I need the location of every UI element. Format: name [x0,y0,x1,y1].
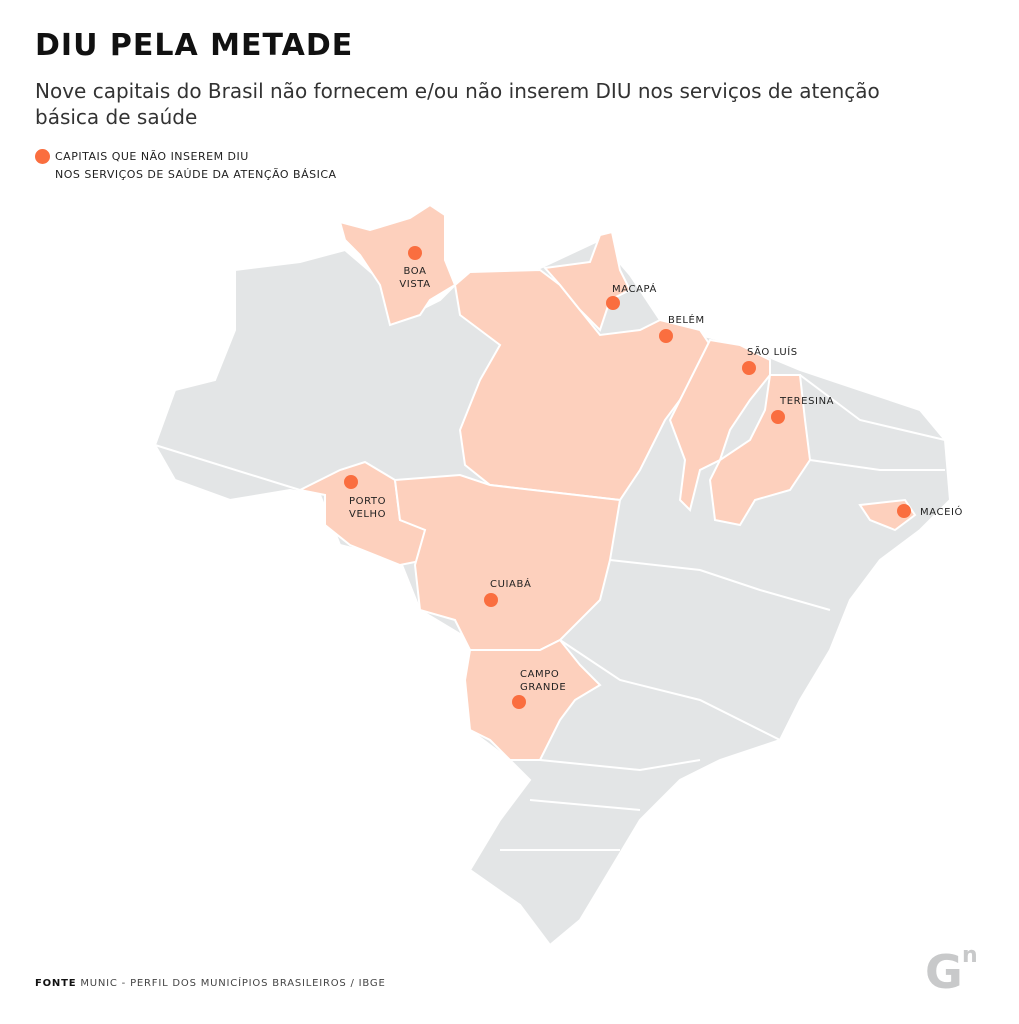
city-label: MACAPÁ [612,282,657,295]
city-dot [897,504,911,518]
state [543,230,632,332]
logo: G n [925,943,978,999]
state-border [529,799,641,811]
state-border [799,374,946,441]
city-label: TERESINA [779,396,834,407]
state-border [609,559,831,611]
city-dot [408,246,422,260]
source-text: MUNIC - PERFIL DOS MUNICÍPIOS BRASILEIRO… [80,978,386,989]
state-border [539,759,701,772]
state [338,203,457,327]
city-label: PORTO [349,496,386,507]
source: FONTE MUNIC - PERFIL DOS MUNICÍPIOS BRAS… [35,978,386,989]
state-border [809,459,945,471]
city-label: GRANDE [520,682,566,693]
logo-text: G [925,945,963,999]
legend: CAPITAIS QUE NÃO INSEREM DIU NOS SERVIÇO… [35,148,337,184]
city-label: VISTA [399,279,430,290]
city-label: CUIABÁ [490,577,531,590]
city-label: VELHO [349,509,386,520]
city-dot [484,593,498,607]
city-label: BELÉM [668,313,705,326]
city-dot [606,296,620,310]
state [463,638,602,761]
city-dot [344,475,358,489]
state [668,338,771,512]
city-label: CAMPO [520,669,559,680]
city-dot [771,410,785,424]
city-label: BOA [403,266,426,277]
legend-dot [35,149,50,164]
state [708,374,812,527]
subtitle: Nove capitais do Brasil não fornecem e/o… [35,79,880,129]
source-label: FONTE [35,978,77,989]
legend-text: CAPITAIS QUE NÃO INSEREM DIU [55,150,249,163]
city-label: SÃO LUÍS [747,345,798,358]
legend-text: NOS SERVIÇOS DE SAÚDE DA ATENÇÃO BÁSICA [55,168,337,181]
title: DIU PELA METADE [35,28,354,63]
city-dot [742,361,756,375]
state-border [559,639,781,741]
logo-text: n [962,943,978,968]
city-dot [659,329,673,343]
cities: BOA VISTA MACAPÁ BELÉM SÃO LUÍS TERESINA MACEI… [344,246,963,709]
city-dot [512,695,526,709]
city-label: MACEIÓ [920,505,963,518]
state-border [154,444,301,491]
